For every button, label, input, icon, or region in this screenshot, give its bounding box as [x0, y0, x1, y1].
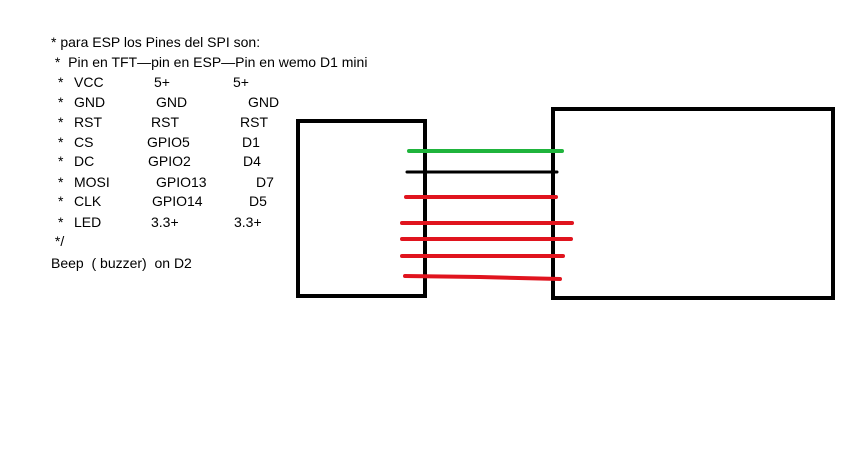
row-prefix: * — [58, 114, 64, 130]
notes-header: * Pin en TFT—pin en ESP—Pin en wemo D1 m… — [51, 54, 368, 70]
row-esp-pin: GND — [156, 94, 188, 110]
row-tft-pin: RST — [74, 114, 102, 130]
row-prefix: * — [58, 134, 64, 150]
row-prefix: * — [58, 94, 64, 110]
row-prefix: * — [58, 193, 64, 209]
row-tft-pin: MOSI — [74, 174, 110, 190]
row-prefix: * — [58, 174, 64, 190]
row-tft-pin: CS — [74, 134, 94, 150]
tft-module-box — [296, 119, 427, 298]
notes-closing: */ — [51, 233, 65, 249]
notes-beep: Beep ( buzzer) on D2 — [51, 255, 192, 271]
row-esp-pin: 3.3+ — [151, 214, 179, 230]
row-d1-pin: D4 — [243, 153, 261, 169]
row-d1-pin: D1 — [242, 134, 260, 150]
row-tft-pin: GND — [74, 94, 106, 110]
row-d1-pin: 3.3+ — [234, 214, 262, 230]
row-prefix: * — [58, 214, 64, 230]
row-esp-pin: 5+ — [154, 74, 170, 90]
row-esp-pin: GPIO14 — [152, 193, 203, 209]
row-esp-pin: GPIO2 — [148, 153, 191, 169]
row-tft-pin: VCC — [74, 74, 104, 90]
row-tft-pin: CLK — [74, 193, 102, 209]
row-prefix: * — [58, 74, 64, 90]
row-esp-pin: RST — [151, 114, 179, 130]
notes-title: * para ESP los Pines del SPI son: — [51, 34, 261, 50]
row-d1-pin: RST — [240, 114, 268, 130]
row-d1-pin: GND — [248, 94, 280, 110]
row-tft-pin: LED — [74, 214, 102, 230]
row-prefix: * — [58, 153, 64, 169]
row-esp-pin: GPIO13 — [156, 174, 207, 190]
row-tft-pin: DC — [74, 153, 95, 169]
row-esp-pin: GPIO5 — [147, 134, 190, 150]
row-d1-pin: D5 — [249, 193, 267, 209]
esp-board-box — [551, 107, 835, 300]
wire — [403, 274, 562, 281]
row-d1-pin: D7 — [256, 174, 274, 190]
row-d1-pin: 5+ — [233, 74, 249, 90]
